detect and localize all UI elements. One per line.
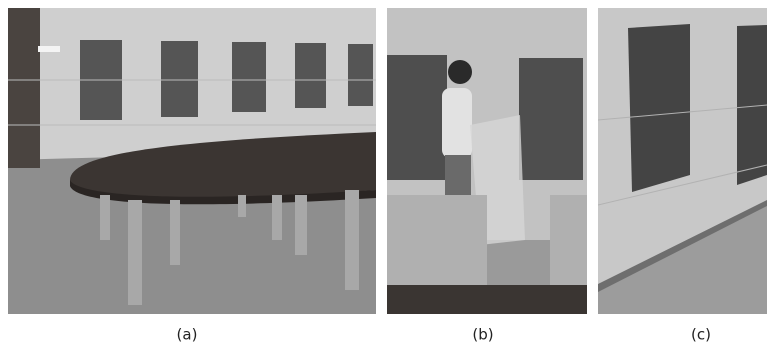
wall-panel [519, 58, 583, 180]
caption-c: (c) [691, 326, 711, 344]
page: (a) (b) (c) (() => { const data = JSON.p… [0, 0, 767, 347]
caption-a: (a) [177, 326, 198, 344]
table-leg [128, 200, 142, 305]
photo-b [387, 8, 587, 314]
table-leg [345, 190, 359, 290]
wall-panel [628, 24, 690, 192]
caption-b: (b) [472, 326, 493, 344]
torso [442, 88, 472, 158]
chair [550, 195, 587, 290]
table-leg [100, 195, 110, 240]
chair [387, 195, 487, 290]
table-leg [272, 195, 282, 240]
wall-panel [232, 42, 266, 112]
figure: (a) (b) (c) [0, 0, 767, 347]
door [8, 8, 40, 168]
table-edge [387, 285, 587, 314]
table-leg [295, 195, 307, 255]
switch [38, 46, 60, 52]
table-leg [170, 200, 180, 265]
wall-panel [387, 55, 447, 180]
photo-c [598, 8, 767, 314]
wall-panel [295, 43, 326, 108]
wall-panel [161, 41, 198, 117]
wall-panel [348, 44, 373, 106]
photo-a [8, 8, 376, 314]
head [448, 60, 472, 84]
table-leg [238, 195, 246, 217]
legs [445, 155, 471, 195]
